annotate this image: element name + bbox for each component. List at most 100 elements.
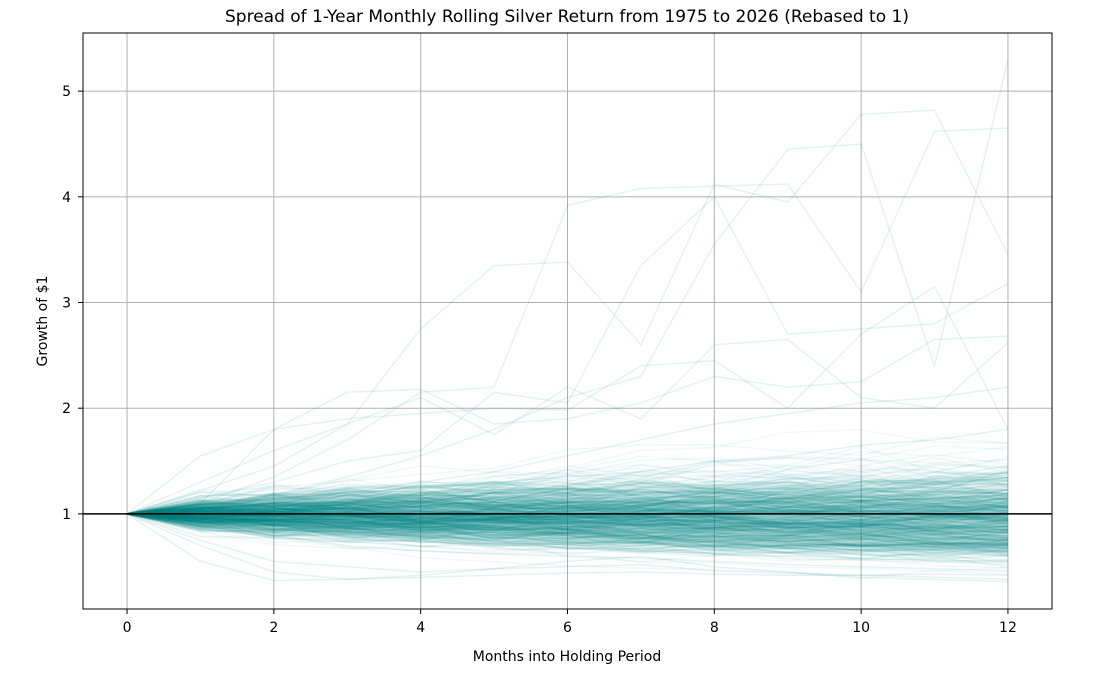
return-path (126, 503, 1009, 545)
return-path (126, 490, 1009, 520)
return-path (126, 491, 1009, 545)
return-path (126, 504, 1009, 526)
x-tick-label: 8 (710, 620, 719, 636)
return-path (126, 509, 1009, 540)
return-path (126, 478, 1009, 519)
return-path (126, 457, 1009, 515)
return-path (126, 485, 1009, 520)
return-path (126, 468, 1009, 532)
return-path (126, 475, 1009, 522)
return-path (126, 195, 1009, 515)
return-path (126, 513, 1009, 540)
return-path (126, 510, 1009, 524)
return-path (126, 513, 1009, 529)
return-path (126, 486, 1009, 527)
return-path (126, 513, 1009, 541)
return-path (126, 457, 1009, 515)
return-path (126, 511, 1009, 538)
return-path (126, 509, 1009, 543)
return-path (126, 513, 1009, 555)
return-path (126, 495, 1009, 522)
return-path (126, 507, 1009, 561)
return-path (126, 386, 1009, 515)
return-path (126, 506, 1009, 534)
return-path (126, 508, 1009, 533)
return-path (126, 509, 1009, 547)
return-path (126, 513, 1009, 583)
return-path (126, 502, 1009, 555)
return-path (126, 513, 1009, 539)
return-path (126, 499, 1009, 531)
return-path (126, 471, 1009, 515)
return-path (126, 465, 1009, 515)
return-path (126, 481, 1009, 520)
return-path (126, 285, 1009, 515)
return-path (126, 497, 1009, 541)
return-path (126, 512, 1009, 559)
return-path (126, 487, 1009, 515)
return-path (126, 497, 1009, 523)
return-path (126, 504, 1009, 539)
return-path (126, 507, 1009, 535)
return-path (126, 496, 1009, 515)
return-path (126, 485, 1009, 524)
return-path (126, 500, 1009, 548)
return-path (126, 513, 1009, 569)
return-path (126, 492, 1009, 521)
x-tick-label: 6 (563, 620, 572, 636)
return-path (126, 502, 1009, 533)
return-path (126, 488, 1009, 519)
return-path (126, 482, 1009, 515)
return-path (126, 510, 1009, 528)
return-path (126, 509, 1009, 554)
return-path (126, 510, 1009, 523)
return-path (126, 513, 1009, 541)
return-path (126, 496, 1009, 517)
return-paths (126, 59, 1009, 583)
return-path (126, 509, 1009, 550)
return-path (126, 335, 1009, 515)
return-path (126, 495, 1009, 517)
return-path (126, 499, 1009, 524)
y-tick-label: 4 (62, 190, 71, 206)
return-path (126, 513, 1009, 569)
return-path (126, 513, 1009, 563)
return-path (126, 503, 1009, 525)
return-path (126, 508, 1009, 572)
return-path (126, 513, 1009, 543)
return-path (126, 505, 1009, 531)
return-path (126, 474, 1009, 515)
chart-title: Spread of 1-Year Monthly Rolling Silver … (225, 7, 909, 27)
return-path (126, 480, 1009, 526)
return-path (126, 504, 1009, 529)
return-path (126, 496, 1009, 527)
return-path (126, 503, 1009, 535)
y-axis-ticks: 1 2 3 4 5 (62, 84, 83, 523)
return-path (126, 490, 1009, 515)
return-path (126, 513, 1009, 561)
return-path (126, 490, 1009, 526)
return-path (126, 512, 1009, 542)
return-path (126, 513, 1009, 546)
return-path (126, 496, 1009, 532)
return-path (126, 513, 1009, 559)
return-path (126, 505, 1009, 521)
return-path (126, 513, 1009, 546)
return-path (126, 503, 1009, 525)
return-path (126, 476, 1009, 518)
return-path (126, 513, 1009, 561)
return-path (126, 513, 1009, 546)
return-path (126, 509, 1009, 533)
return-path (126, 502, 1009, 518)
return-path (126, 503, 1009, 546)
return-path (126, 494, 1009, 539)
return-path (126, 464, 1009, 521)
return-path (126, 499, 1009, 527)
return-path (126, 512, 1009, 546)
return-path (126, 504, 1009, 521)
return-path (126, 501, 1009, 532)
return-path (126, 501, 1009, 541)
return-path (126, 513, 1009, 556)
return-path (126, 489, 1009, 525)
return-path (126, 489, 1009, 520)
